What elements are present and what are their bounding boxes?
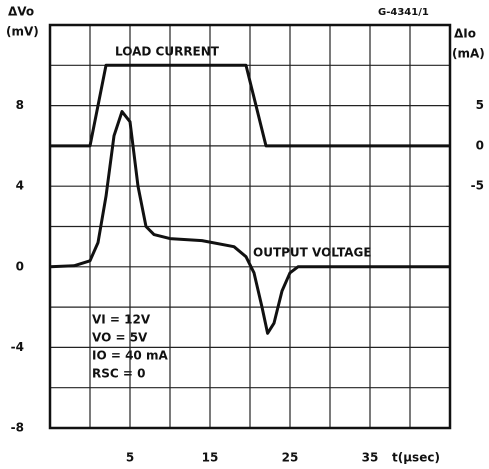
y2-tick-label: 0 [476, 138, 484, 152]
x-tick-label: 35 [362, 451, 379, 465]
y-axis-unit: (mV) [6, 25, 39, 39]
y2-tick-label: 5 [476, 98, 484, 112]
y-axis-label: ΔVo [8, 5, 34, 19]
series-label: OUTPUT VOLTAGE [253, 246, 372, 260]
x-tick-label: 25 [282, 451, 299, 465]
data-line [49, 110, 450, 335]
y-tick-label: -4 [11, 340, 24, 354]
x-axis-label: t(µsec) [392, 451, 440, 465]
series-label: LOAD CURRENT [115, 45, 220, 59]
y-tick-label: 0 [16, 259, 24, 273]
y2-axis-unit: (mA) [452, 47, 485, 61]
figure-code: G-4341/1 [378, 7, 429, 18]
plot-frame [48, 23, 452, 430]
condition: VO = 5V [92, 331, 148, 345]
data-line [50, 63, 450, 148]
y2-tick-label: -5 [471, 179, 484, 193]
x-tick-label: 5 [126, 451, 134, 465]
y-tick-label: 8 [16, 98, 24, 112]
y2-axis-label: ΔIo [454, 27, 476, 41]
y-tick-label: 4 [16, 179, 24, 193]
x-tick-label: 15 [202, 451, 219, 465]
y-tick-label: -8 [11, 421, 24, 435]
condition: RSC = 0 [92, 367, 145, 381]
condition: VI = 12V [92, 313, 151, 327]
